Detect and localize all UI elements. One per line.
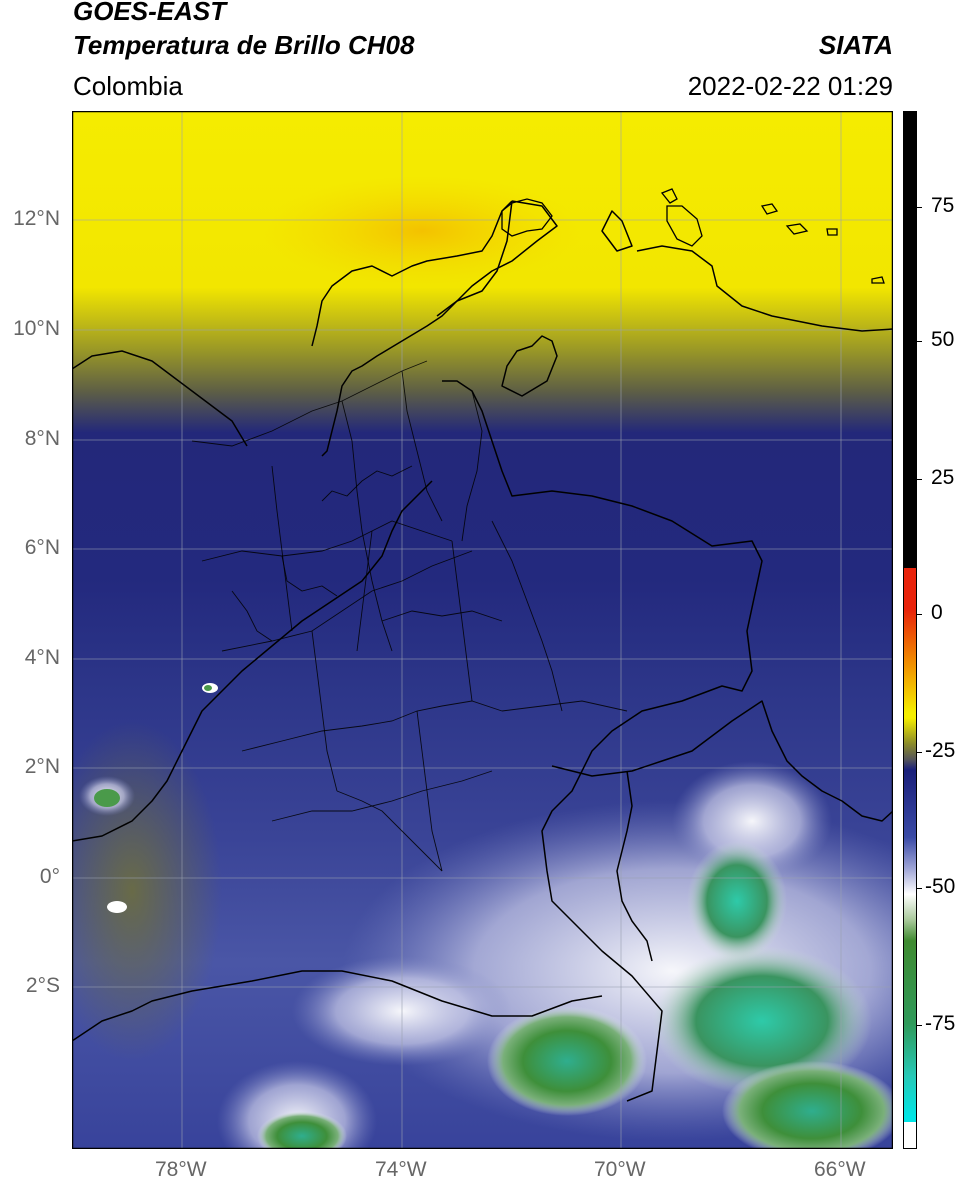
- colorbar-tick-label: 25: [931, 466, 955, 489]
- colorbar-tick-label: 75: [931, 194, 955, 217]
- latitude-label: 0°: [39, 865, 60, 888]
- datetime-label: 2022-02-22 01:29: [687, 71, 893, 101]
- region-label: Colombia: [73, 71, 183, 101]
- department-borders: [191, 360, 628, 872]
- satellite-title: GOES-EAST: [73, 0, 227, 26]
- colorbar-tick-mark: [917, 752, 922, 753]
- colorbar-tick-label: -75: [925, 1012, 956, 1035]
- colorbar-tick-label: -50: [925, 875, 956, 898]
- latitude-label: 2°S: [25, 974, 60, 997]
- colorbar: [903, 111, 917, 1149]
- latitude-label: 4°N: [24, 646, 60, 669]
- latitude-label: 12°N: [13, 207, 60, 230]
- product-title: Temperatura de Brillo CH08: [73, 30, 415, 60]
- latitude-label: 8°N: [24, 427, 60, 450]
- colorbar-tick-mark: [917, 614, 922, 615]
- latitude-label: 2°N: [24, 755, 60, 778]
- longitude-label: 78°W: [155, 1158, 207, 1181]
- latitude-label: 6°N: [24, 536, 60, 559]
- colorbar-tick-mark: [917, 479, 922, 480]
- colorbar-tick-mark: [917, 1025, 922, 1026]
- latitude-label: 10°N: [13, 317, 60, 340]
- colorbar-tick-label: 0: [931, 601, 943, 624]
- satellite-map[interactable]: [72, 111, 893, 1149]
- colorbar-tick-label: 50: [931, 328, 955, 351]
- colorbar-tick-label: -25: [925, 739, 956, 762]
- longitude-label: 74°W: [375, 1158, 427, 1181]
- longitude-label: 66°W: [814, 1158, 866, 1181]
- country-borders: [72, 200, 893, 1102]
- graticule: [72, 111, 893, 1149]
- longitude-label: 70°W: [594, 1158, 646, 1181]
- organization-label: SIATA: [818, 30, 893, 60]
- colorbar-tick-mark: [917, 341, 922, 342]
- colorbar-tick-mark: [917, 888, 922, 889]
- brightness-temperature-field: [72, 111, 893, 1149]
- coastlines: [501, 188, 885, 284]
- colorbar-tick-mark: [917, 207, 922, 208]
